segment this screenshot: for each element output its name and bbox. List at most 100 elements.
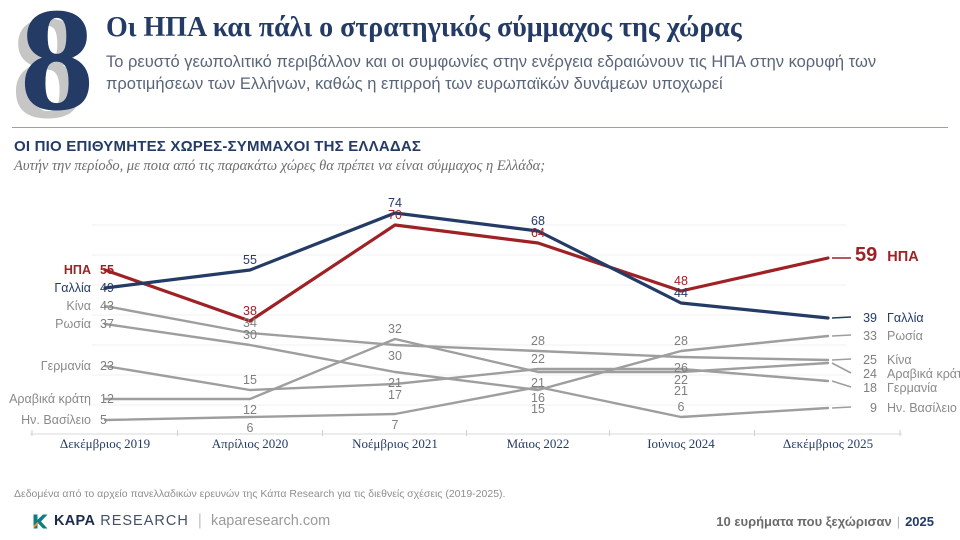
findings-caption: 10 ευρήματα που ξεχώρισαν | 2025 bbox=[716, 514, 934, 529]
value-label: 18 bbox=[863, 381, 877, 395]
legend-leader-line bbox=[831, 362, 852, 374]
series-line-ΗΠΑ bbox=[103, 223, 830, 323]
point-label: 6 bbox=[247, 421, 254, 435]
point-label: 15 bbox=[243, 373, 257, 387]
point-label: 70 bbox=[388, 208, 402, 222]
slide-subtitle: Το ρευστό γεωπολιτικό περιβάλλον και οι … bbox=[106, 53, 877, 94]
value-label: 23 bbox=[100, 359, 114, 373]
legend-right-Ην. Βασίλειο: 9 Ην. Βασίλειο bbox=[855, 399, 957, 417]
country-label: Γαλλία bbox=[887, 311, 924, 325]
chart-title: ΟΙ ΠΙΟ ΕΠΙΘΥΜΗΤΕΣ ΧΩΡΕΣ-ΣΥΜΜΑΧΟΙ ΤΗΣ ΕΛΛ… bbox=[14, 138, 422, 155]
slide-title: Οι ΗΠΑ και πάλι ο στρατηγικός σύμμαχος τ… bbox=[106, 12, 742, 43]
x-axis-label: Δεκέμβριος 2019 bbox=[60, 436, 150, 451]
x-axis-label: Ιούνιος 2024 bbox=[647, 436, 715, 451]
brand-name-bold: KAPA bbox=[54, 513, 96, 529]
series-line-Κίνα bbox=[103, 304, 830, 362]
legend-right-Ρωσία: 33 Ρωσία bbox=[855, 327, 923, 345]
brand-lockup: KAPA RESEARCH | kaparesearch.com bbox=[32, 512, 330, 530]
brand-website[interactable]: kaparesearch.com bbox=[210, 513, 331, 529]
point-label: 21 bbox=[388, 376, 402, 390]
findings-divider: | bbox=[896, 514, 901, 529]
country-label: Αραβικά κράτη bbox=[887, 367, 960, 381]
point-label: 32 bbox=[388, 322, 402, 336]
footer-bar: KAPA RESEARCH | kaparesearch.com 10 ευρήμ… bbox=[0, 503, 960, 540]
series-line-Γαλλία bbox=[103, 211, 830, 320]
point-label: 12 bbox=[243, 403, 257, 417]
x-axis-label: Νοέμβριος 2021 bbox=[352, 436, 438, 451]
series-line-Ρωσία bbox=[103, 322, 830, 392]
legend-leader-line bbox=[831, 316, 852, 319]
legend-left-Γαλλία: Γαλλία 49 bbox=[0, 279, 118, 297]
point-label: 28 bbox=[674, 334, 688, 348]
legend-right-Γαλλία: 39 Γαλλία bbox=[855, 309, 924, 327]
country-label: ΗΠΑ bbox=[887, 249, 919, 265]
value-label: 55 bbox=[100, 263, 114, 277]
point-label: 74 bbox=[388, 196, 402, 210]
point-label: 64 bbox=[531, 226, 545, 240]
point-label: 22 bbox=[674, 373, 688, 387]
brand-name-light: RESEARCH bbox=[100, 513, 189, 529]
point-label: 17 bbox=[388, 388, 402, 402]
value-label: 49 bbox=[100, 281, 114, 295]
kapa-logo-icon bbox=[33, 514, 48, 528]
value-label: 24 bbox=[863, 367, 877, 381]
value-label: 37 bbox=[100, 317, 114, 331]
legend-leader-line bbox=[831, 334, 852, 337]
point-label: 30 bbox=[243, 328, 257, 342]
point-label: 55 bbox=[243, 253, 257, 267]
point-label: 15 bbox=[531, 402, 545, 416]
value-label: 43 bbox=[100, 299, 114, 313]
header-divider bbox=[12, 127, 948, 128]
legend-left-Αραβικά κράτη: Αραβικά κράτη 12 bbox=[0, 390, 118, 408]
value-label: 59 bbox=[855, 244, 878, 266]
brand-divider: | bbox=[197, 512, 202, 529]
legend-left-Ην. Βασίλειο: Ην. Βασίλειο 5 bbox=[0, 411, 118, 429]
value-label: 25 bbox=[863, 353, 877, 367]
x-axis-label: Μάιος 2022 bbox=[507, 436, 570, 451]
header: Οι ΗΠΑ και πάλι ο στρατηγικός σύμμαχος τ… bbox=[106, 12, 936, 96]
value-label: 12 bbox=[100, 392, 114, 406]
findings-year: 2025 bbox=[905, 514, 934, 529]
point-label: 21 bbox=[531, 376, 545, 390]
legend-right-Κίνα: 25 Κίνα bbox=[855, 351, 912, 369]
line-chart-canvas: Δεκέμβριος 2019 Απρίλιος 2020 Νοέμβριος 20… bbox=[30, 196, 902, 451]
legend-right-Γερμανία: 18 Γερμανία bbox=[855, 379, 937, 397]
country-label: Γερμανία bbox=[40, 359, 91, 373]
slide-number: 8 bbox=[20, 0, 94, 142]
point-label: 28 bbox=[531, 334, 545, 348]
point-label: 7 bbox=[392, 418, 399, 432]
country-label: ΗΠΑ bbox=[63, 263, 91, 277]
country-label: Ην. Βασίλειο bbox=[887, 401, 957, 415]
value-label: 5 bbox=[100, 413, 107, 427]
x-axis-label: Απρίλιος 2020 bbox=[212, 436, 288, 451]
value-label: 33 bbox=[863, 329, 877, 343]
country-label: Ρωσία bbox=[55, 317, 91, 331]
country-label: Αραβικά κράτη bbox=[9, 392, 91, 406]
point-label: 16 bbox=[531, 391, 545, 405]
chart-question: Αυτήν την περίοδο, με ποια από τις παρακ… bbox=[14, 158, 546, 174]
value-label: 39 bbox=[863, 311, 877, 325]
point-label: 48 bbox=[674, 274, 688, 288]
source-footnote: Δεδομένα από το αρχείο πανελλαδικών ερευ… bbox=[14, 488, 506, 500]
legend-left-Γερμανία: Γερμανία 23 bbox=[0, 357, 118, 375]
findings-text: 10 ευρήματα που ξεχώρισαν bbox=[716, 514, 892, 529]
point-label: 38 bbox=[243, 304, 257, 318]
legend-leader-line bbox=[831, 406, 852, 409]
point-label: 34 bbox=[243, 316, 257, 330]
country-label: Ην. Βασίλειο bbox=[21, 413, 91, 427]
point-label: 6 bbox=[678, 400, 685, 414]
point-label: 26 bbox=[674, 361, 688, 375]
legend-leader-line bbox=[831, 380, 852, 388]
series-line-Αραβικά κράτη bbox=[103, 337, 830, 401]
country-label: Κίνα bbox=[887, 353, 912, 367]
legend-left-Κίνα: Κίνα 43 bbox=[0, 297, 118, 315]
point-label: 21 bbox=[674, 384, 688, 398]
legend-right-Αραβικά κράτη: 24 Αραβικά κράτη bbox=[855, 365, 960, 383]
point-label: 30 bbox=[388, 349, 402, 363]
legend-left-ΗΠΑ: ΗΠΑ 55 bbox=[0, 261, 118, 279]
country-label: Κίνα bbox=[66, 299, 91, 313]
country-label: Γαλλία bbox=[54, 281, 91, 295]
legend-leader-line bbox=[831, 358, 852, 361]
point-label: 68 bbox=[531, 214, 545, 228]
country-label: Ρωσία bbox=[887, 329, 923, 343]
